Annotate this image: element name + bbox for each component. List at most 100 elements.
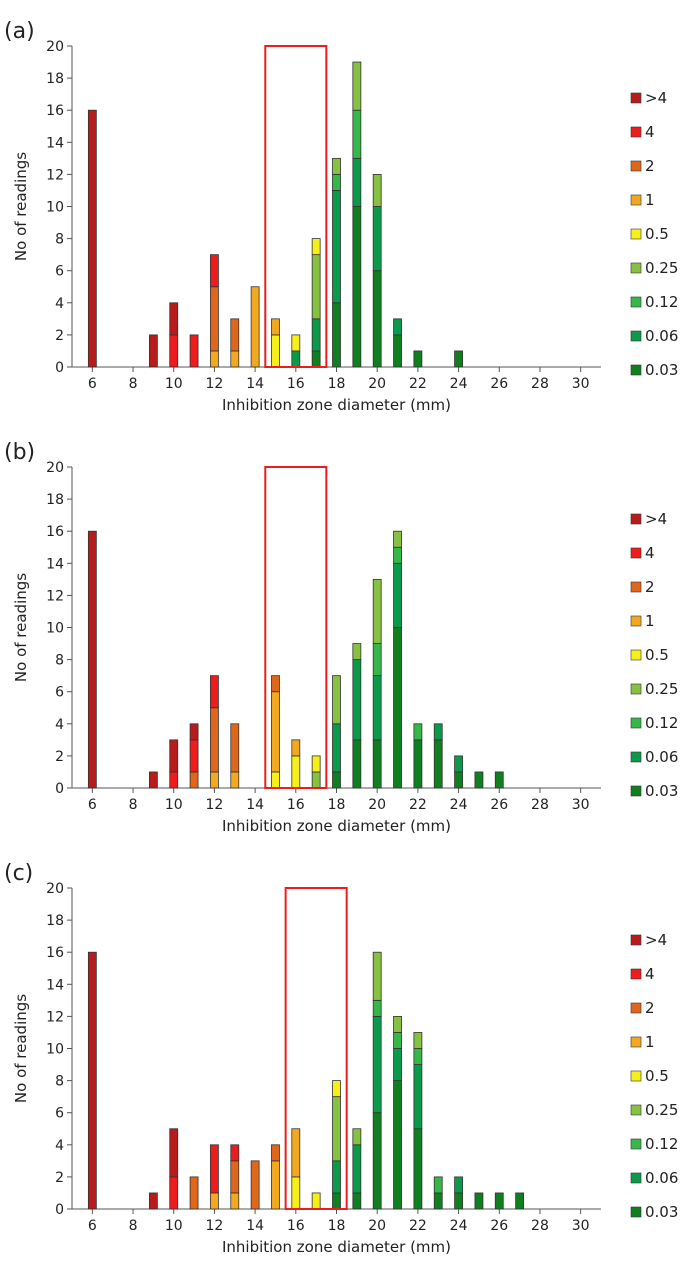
bar-segment bbox=[352, 206, 362, 368]
x-tick-label: 16 bbox=[287, 376, 305, 392]
y-tick-label: 12 bbox=[46, 167, 64, 183]
x-tick-label: 16 bbox=[287, 797, 305, 813]
bar-segment bbox=[454, 1176, 463, 1194]
bar-segment bbox=[250, 286, 260, 368]
bar-segment bbox=[413, 739, 423, 789]
bar-segment bbox=[372, 1112, 382, 1210]
x-tick-label: 28 bbox=[531, 1218, 549, 1234]
legend-label: 0.5 bbox=[645, 1067, 669, 1085]
legend-label: 0.12 bbox=[645, 714, 678, 732]
legend-label: 0.25 bbox=[645, 1101, 678, 1119]
legend-swatch bbox=[630, 1002, 642, 1014]
legend-label: 0.06 bbox=[645, 748, 678, 766]
bar-segment bbox=[372, 951, 382, 1001]
legend-label: 0.03 bbox=[645, 361, 678, 379]
bar-segment bbox=[230, 771, 240, 789]
bar-segment bbox=[311, 318, 321, 352]
bar-segment bbox=[271, 771, 280, 789]
legend-label: >4 bbox=[645, 89, 667, 107]
bar-segment bbox=[352, 61, 362, 111]
bar-segment bbox=[271, 334, 280, 368]
bar-segment bbox=[189, 771, 199, 789]
panel-label: (c) bbox=[4, 861, 33, 886]
legend-label: 2 bbox=[645, 157, 655, 175]
x-tick-label: 22 bbox=[409, 1218, 427, 1234]
bar-segment bbox=[433, 723, 443, 741]
y-tick-label: 16 bbox=[46, 103, 64, 119]
bar-segment bbox=[515, 1192, 525, 1210]
x-tick-label: 30 bbox=[572, 1218, 590, 1234]
legend-swatch bbox=[630, 160, 642, 172]
y-tick-label: 2 bbox=[55, 749, 64, 765]
y-tick-label: 4 bbox=[55, 717, 64, 733]
bar-segment bbox=[148, 771, 158, 789]
x-tick-label: 24 bbox=[450, 797, 468, 813]
x-tick-label: 28 bbox=[531, 376, 549, 392]
bar-segment bbox=[413, 723, 423, 741]
bar-segment bbox=[454, 1192, 463, 1210]
bar-segment bbox=[332, 1160, 341, 1194]
legend-swatch bbox=[630, 751, 642, 763]
bar-segment bbox=[413, 1048, 423, 1065]
legend-swatch bbox=[630, 1070, 642, 1082]
legend-label: 1 bbox=[645, 1033, 655, 1051]
bar-segment bbox=[189, 723, 199, 741]
bar-segment bbox=[148, 334, 158, 368]
x-tick-label: 14 bbox=[246, 376, 264, 392]
legend-swatch bbox=[630, 194, 642, 206]
bar-segment bbox=[372, 739, 382, 789]
x-axis-title: Inhibition zone diameter (mm) bbox=[222, 396, 451, 414]
bar-segment bbox=[210, 771, 219, 789]
y-axis-title: No of readings bbox=[12, 573, 30, 682]
bar-segment bbox=[210, 1192, 219, 1210]
bar-segment bbox=[189, 334, 199, 368]
legend-swatch bbox=[630, 262, 642, 274]
y-tick-label: 14 bbox=[46, 135, 64, 151]
legend-label: 0.25 bbox=[645, 680, 678, 698]
legend-swatch bbox=[630, 1138, 642, 1150]
bar-segment bbox=[433, 1176, 443, 1194]
legend-label: 1 bbox=[645, 191, 655, 209]
bar-segment bbox=[291, 755, 301, 789]
legend-swatch bbox=[630, 1172, 642, 1184]
legend-label: 4 bbox=[645, 965, 655, 983]
bar-segment bbox=[169, 302, 179, 336]
x-tick-label: 14 bbox=[246, 797, 264, 813]
bar-segment bbox=[189, 739, 199, 773]
bar-segment bbox=[210, 707, 219, 773]
x-tick-label: 10 bbox=[165, 1218, 183, 1234]
bar-segment bbox=[291, 739, 301, 757]
bar-segment bbox=[332, 1192, 341, 1210]
bar-segment bbox=[169, 334, 179, 368]
bar-segment bbox=[393, 334, 402, 368]
bar-segment bbox=[230, 1160, 240, 1194]
x-axis-title: Inhibition zone diameter (mm) bbox=[222, 817, 451, 835]
x-tick-label: 10 bbox=[165, 376, 183, 392]
y-tick-label: 6 bbox=[55, 1106, 64, 1122]
bar-segment bbox=[169, 739, 179, 773]
y-tick-label: 8 bbox=[55, 1074, 64, 1090]
x-tick-label: 6 bbox=[88, 376, 97, 392]
bar-segment bbox=[413, 1032, 423, 1049]
bar-segment bbox=[352, 659, 362, 741]
y-tick-label: 20 bbox=[46, 460, 64, 476]
bar-segment bbox=[271, 1144, 280, 1162]
bar-segment bbox=[169, 1176, 179, 1210]
bar-segment bbox=[87, 951, 97, 1210]
bar-segment bbox=[271, 675, 280, 693]
bar-segment bbox=[311, 755, 321, 773]
bar-segment bbox=[210, 254, 219, 288]
bar-segment bbox=[169, 1128, 179, 1178]
bar-segment bbox=[311, 350, 321, 368]
x-tick-label: 28 bbox=[531, 797, 549, 813]
bar-segment bbox=[311, 254, 321, 320]
bar-segment bbox=[291, 1176, 301, 1210]
x-tick-label: 24 bbox=[450, 1218, 468, 1234]
y-tick-label: 16 bbox=[46, 524, 64, 540]
bar-segment bbox=[271, 1160, 280, 1210]
y-tick-label: 6 bbox=[55, 264, 64, 280]
legend-label: 0.06 bbox=[645, 327, 678, 345]
bar-segment bbox=[454, 771, 463, 789]
